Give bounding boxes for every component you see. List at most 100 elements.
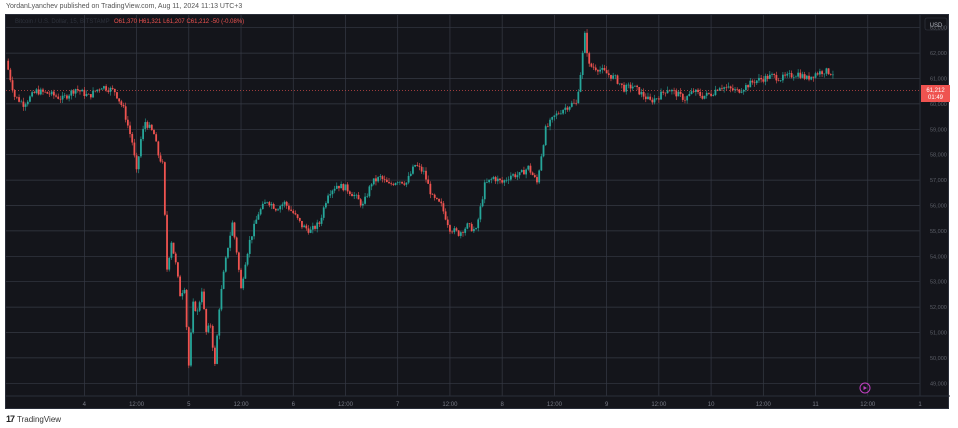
x-tick-label: 1 [918,402,922,408]
candle-body [348,191,351,195]
candle-body [279,206,282,210]
candle-body [285,201,288,206]
candle-body [42,89,44,92]
candle-body [464,228,467,233]
candle-body [422,170,425,172]
candle-body [681,93,684,100]
x-tick-label: 11 [812,402,819,408]
candle-body [457,230,460,236]
candle-body [481,199,484,207]
replay-icon[interactable] [859,382,871,394]
candle-body [614,75,617,77]
candle-body [662,91,665,93]
time-axis[interactable]: 4 12:00 5 12:00 6 12:00 7 12:00 8 12:00 9 12:00 10 12… [6,395,950,408]
candle-body [718,88,721,91]
candle-body [133,142,136,156]
candle-body [33,92,36,94]
candle-body [340,184,343,189]
candle-body [233,222,236,238]
candle-body [536,177,538,183]
candle-body [309,229,312,233]
candle-body [87,93,90,95]
candle-body [440,201,443,204]
price-axis[interactable]: USD 49,000 50,000 51,000 52,000 53,000 54,000… [919,15,950,396]
candle-body [39,89,42,95]
candle-body [94,90,97,92]
candle-body [322,207,325,218]
candle-body [375,178,377,182]
candle-body [303,225,306,228]
candle-body [583,32,586,53]
candle-body [253,223,255,237]
candle-body [425,170,427,180]
candle-body [764,75,767,82]
candle-body [651,99,654,103]
candle-body [479,206,482,220]
candle-body [357,194,360,200]
candle-body [157,141,160,156]
candle-body [446,219,449,226]
candle-body [390,183,393,185]
candle-body [829,74,832,75]
candle-body [603,68,606,71]
candle-body [124,106,127,120]
candle-body [137,156,140,170]
candle-body [29,96,31,102]
candle-body [623,84,625,92]
candle-body [416,164,419,166]
candle-body [248,239,251,254]
candle-body [214,347,216,364]
candle-body [555,113,558,116]
tradingview-logo-icon: 17 [6,414,15,424]
candle-body [546,126,549,127]
candle-body [198,302,201,311]
candle-body [747,85,749,88]
candle-body [52,91,55,96]
candle-body [627,84,630,86]
y-tick-label: 53,000 [930,280,947,286]
candle-body [161,161,164,163]
candle-body [85,93,88,97]
candle-body [818,71,821,75]
chart-frame[interactable]: Bitcoin / U.S. Dollar, 15, BITSTAMP O61,… [5,14,950,410]
candle-body [105,86,108,91]
candle-body [653,98,656,103]
countdown-label: 01:49 [928,95,944,101]
candle-body [72,90,75,94]
candle-body [403,183,406,185]
candle-body [755,80,758,84]
candle-body [335,185,338,189]
candle-body [786,73,789,76]
candle-body [200,291,203,303]
currency-button[interactable] [924,17,948,31]
candle-body [388,182,390,184]
candle-body [782,74,784,81]
candle-body [298,217,301,221]
candle-body [163,162,166,215]
candle-body [688,93,691,97]
candle-body [801,74,804,78]
candle-body [699,92,702,96]
candle-body [266,202,269,203]
candle-body [640,91,643,95]
candle-body [346,184,349,192]
y-tick-label: 51,000 [930,331,947,337]
candle-body [144,122,147,129]
candle-body [229,235,232,248]
candle-body [492,177,495,179]
candle-body [364,196,366,204]
candle-body [753,82,756,84]
candle-body [701,95,704,99]
price-chart[interactable]: Bitcoin / U.S. Dollar, 15, BITSTAMP O61,… [6,15,950,410]
candle-body [612,75,615,79]
candle-body [129,125,131,135]
x-tick-label: 10 [708,402,715,408]
candle-body [318,222,321,224]
x-tick-label: 7 [396,402,400,408]
candle-body [24,104,27,107]
candle-body [721,88,723,89]
candle-body [679,91,682,94]
candle-body [242,278,245,289]
candle-body [581,52,584,76]
candle-body [590,63,593,67]
